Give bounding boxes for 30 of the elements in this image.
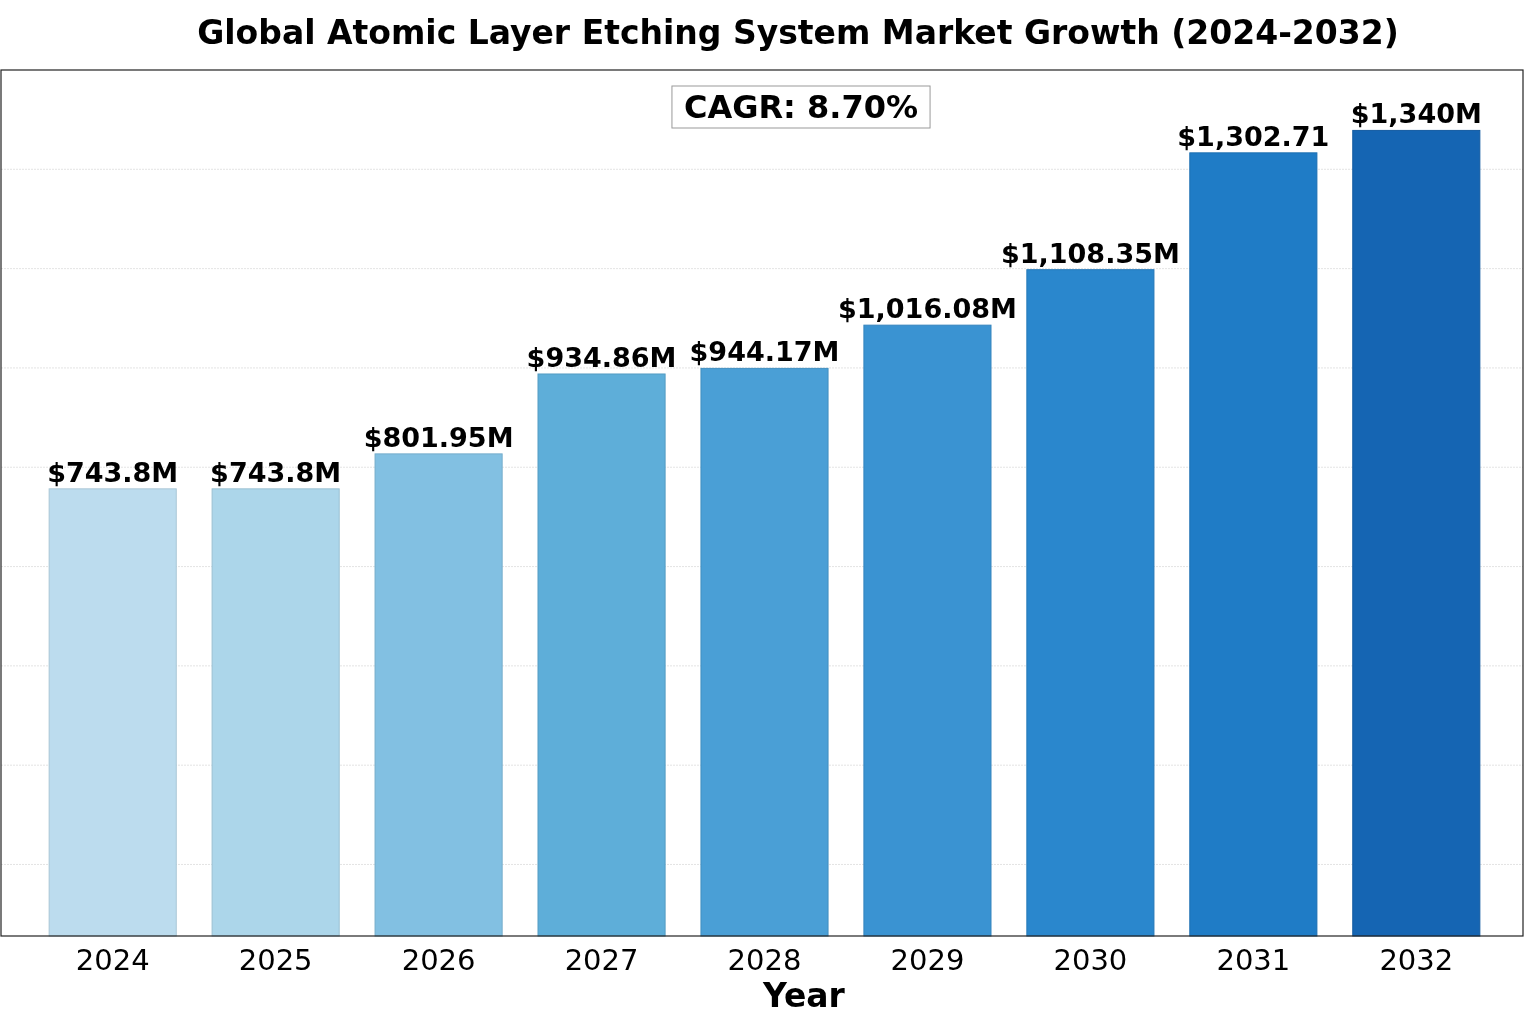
data-label: $934.86M: [526, 341, 677, 373]
data-label: $743.8M: [210, 456, 342, 488]
text: CAGR: 8.70%: [683, 88, 919, 126]
bar: [537, 373, 666, 937]
bar: [1352, 129, 1481, 937]
data-label: $1,016.08M: [838, 293, 1017, 325]
x-tick-label: 2031: [1216, 943, 1291, 977]
x-tick-label: 2026: [401, 943, 476, 977]
x-axis-title: Year: [762, 976, 846, 1015]
bar: [1189, 152, 1318, 937]
data-label: $1,340M: [1350, 98, 1482, 130]
x-tick-label: 2027: [564, 943, 639, 977]
x-tick-label: 2024: [75, 943, 150, 977]
bar: [1026, 269, 1155, 937]
bar: [48, 488, 177, 937]
data-label: $1,302.71: [1177, 120, 1330, 152]
data-label: $743.8M: [47, 456, 179, 488]
x-tick-label: 2028: [727, 943, 802, 977]
bar: [700, 367, 829, 937]
data-label: $944.17M: [689, 336, 840, 368]
x-tick-label: 2030: [1053, 943, 1128, 977]
data-label: $801.95M: [363, 421, 514, 453]
x-tick-label: 2032: [1379, 943, 1454, 977]
data-label: $1,108.35M: [1000, 237, 1180, 269]
x-tick-label: 2025: [238, 943, 313, 977]
bar: [863, 324, 992, 937]
bar: [374, 453, 503, 937]
bar: [211, 488, 340, 937]
chart-title: Global Atomic Layer Etching System Market Growth (2024-2032): [197, 13, 1399, 52]
x-tick-label: 2029: [890, 943, 965, 977]
